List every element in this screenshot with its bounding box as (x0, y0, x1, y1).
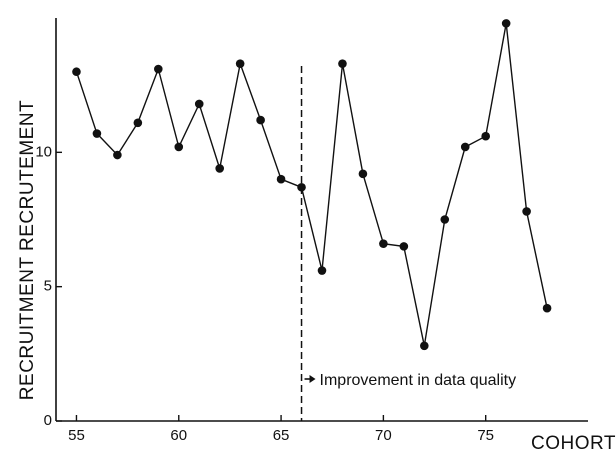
data-point (460, 142, 470, 152)
x-axis-ticks: 55 60 65 70 75 (68, 415, 494, 444)
annotation-text: Improvement in data quality (320, 372, 517, 389)
data-point (256, 115, 265, 125)
data-point (542, 303, 552, 313)
x-axis-title: COHORT (531, 433, 616, 454)
data-point (440, 215, 450, 224)
data-point (72, 67, 81, 77)
data-point (379, 239, 388, 248)
y-axis-ticks: 0 5 10 (35, 143, 62, 429)
arrow-right-icon (309, 375, 316, 383)
data-point (317, 266, 327, 275)
data-point (358, 169, 368, 179)
data-point (113, 150, 122, 160)
data-point (92, 129, 102, 138)
data-point (501, 19, 511, 28)
plot-frame (55, 18, 588, 422)
y-axis-title: RECRUITMENT RECRUTEMENT (17, 100, 38, 400)
data-point (174, 142, 184, 152)
data-point (420, 341, 429, 351)
data-point (297, 182, 306, 192)
data-point (522, 207, 531, 216)
series-layer (72, 19, 552, 351)
x-tick-label: 60 (170, 427, 187, 444)
data-point (154, 64, 163, 74)
annotation-layer: Improvement in data quality (300, 66, 517, 421)
data-point (194, 99, 204, 109)
y-tick-label: 0 (44, 412, 52, 429)
y-tick-label: 10 (35, 143, 52, 160)
x-tick-label: 75 (477, 427, 494, 444)
data-point (276, 174, 286, 184)
data-point (481, 131, 490, 141)
data-point (133, 118, 143, 128)
x-tick-label: 65 (273, 427, 290, 444)
x-tick-label: 70 (375, 427, 392, 444)
x-tick-label: 55 (68, 427, 85, 444)
series-line (75, 23, 548, 346)
data-point (338, 59, 347, 68)
data-point (399, 242, 409, 251)
y-tick-label: 5 (44, 278, 52, 295)
data-point (235, 59, 245, 68)
data-point (215, 164, 224, 173)
